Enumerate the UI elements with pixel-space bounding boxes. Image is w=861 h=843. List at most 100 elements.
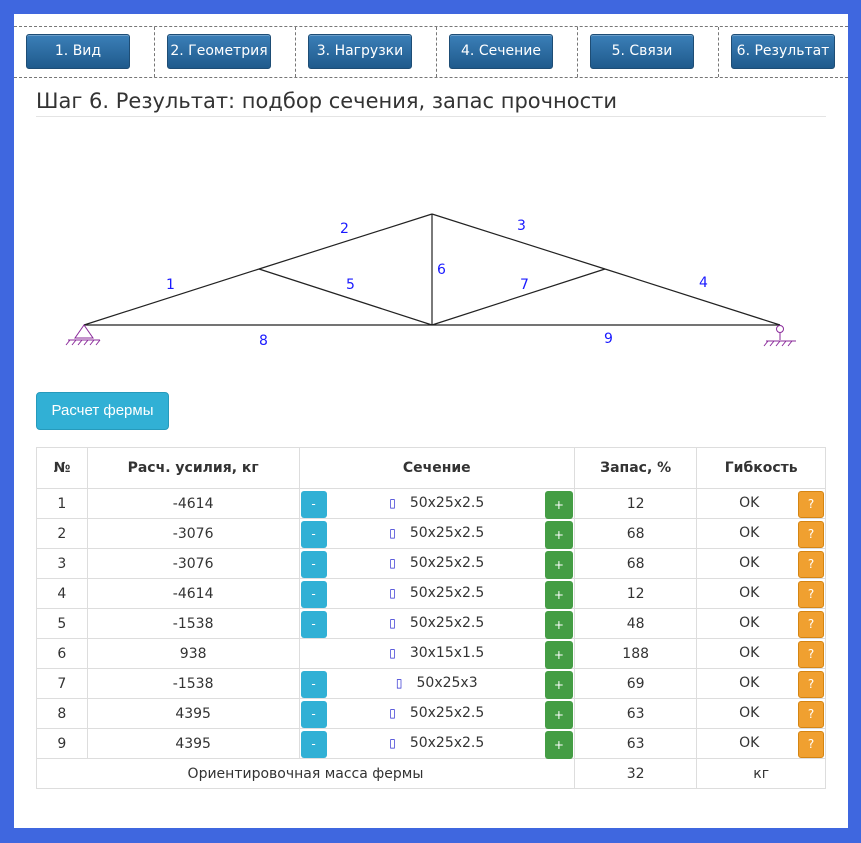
- increase-section-button[interactable]: +: [544, 521, 573, 549]
- tab-result[interactable]: 6. Результат: [731, 34, 835, 69]
- increase-section-button[interactable]: +: [544, 701, 573, 729]
- profile-icon: ▯: [395, 676, 403, 690]
- tab-view[interactable]: 1. Вид: [26, 34, 130, 69]
- truss-label-7: 7: [520, 277, 529, 293]
- section-cell: - ▯ 50x25x2.5 +: [300, 549, 574, 579]
- decrease-section-button[interactable]: -: [300, 521, 327, 548]
- row-force: -4614: [86, 488, 300, 519]
- table-row: 4 -4614- ▯ 50x25x2.5 +12 OK?: [36, 578, 826, 609]
- row-reserve: 68: [573, 518, 698, 549]
- calculate-truss-button[interactable]: Расчет фермы: [36, 392, 169, 430]
- row-section: 50x25x2.5: [409, 705, 485, 721]
- truss-member-7: [431, 268, 606, 326]
- row-force: 4395: [86, 728, 300, 759]
- row-reserve: 63: [573, 698, 698, 729]
- truss-member-3: [431, 213, 606, 270]
- mass-row: Ориентировочная масса фермы 32 кг: [36, 758, 826, 789]
- decrease-section-button[interactable]: -: [300, 551, 327, 578]
- help-button[interactable]: ?: [798, 701, 824, 728]
- row-flexibility: OK: [739, 705, 760, 721]
- truss-label-1: 1: [166, 277, 175, 293]
- table-row: 8 4395- ▯ 50x25x2.5 +63 OK?: [36, 698, 826, 729]
- row-section: 50x25x2.5: [409, 585, 485, 601]
- tab-section[interactable]: 4. Сечение: [449, 34, 553, 69]
- row-reserve: 63: [573, 728, 698, 759]
- results-table: № Расч. усилия, кг Сечение Запас, % Гибк…: [36, 447, 826, 789]
- header-flexibility: Гибкость: [696, 447, 826, 489]
- section-cell: - ▯ 50x25x3 +: [300, 669, 574, 699]
- truss-member-2: [258, 213, 433, 270]
- row-number: 8: [36, 698, 88, 729]
- row-reserve: 12: [573, 488, 698, 519]
- help-button[interactable]: ?: [798, 611, 824, 638]
- row-reserve: 69: [573, 668, 698, 699]
- truss-label-3: 3: [517, 218, 526, 234]
- increase-section-button[interactable]: +: [544, 731, 573, 759]
- row-flexibility: OK: [739, 735, 760, 751]
- table-row: 3 -3076- ▯ 50x25x2.5 +68 OK?: [36, 548, 826, 579]
- increase-section-button[interactable]: +: [544, 551, 573, 579]
- row-number: 5: [36, 608, 88, 639]
- tab-geometry[interactable]: 2. Геометрия: [167, 34, 271, 69]
- decrease-section-button[interactable]: -: [300, 671, 327, 698]
- help-button[interactable]: ?: [798, 581, 824, 608]
- row-number: 4: [36, 578, 88, 609]
- profile-icon: ▯: [389, 616, 396, 630]
- row-section: 30x15x1.5: [409, 645, 485, 661]
- profile-icon: ▯: [389, 496, 396, 510]
- profile-icon: ▯: [389, 586, 396, 600]
- truss-label-2: 2: [340, 221, 349, 237]
- truss-member-1: [83, 268, 260, 326]
- left-support-icon: [65, 324, 101, 346]
- header-section: Сечение: [298, 447, 575, 489]
- profile-icon: ▯: [389, 526, 396, 540]
- row-section: 50x25x2.5: [409, 615, 485, 631]
- mass-value: 32: [573, 758, 698, 789]
- row-flexibility: OK: [739, 585, 760, 601]
- row-force: -3076: [86, 548, 300, 579]
- row-number: 9: [36, 728, 88, 759]
- section-cell: - ▯ 50x25x2.5 +: [300, 519, 574, 549]
- row-number: 7: [36, 668, 88, 699]
- table-row: 6 938 ▯ 30x15x1.5 +188 OK?: [36, 638, 826, 669]
- decrease-section-button[interactable]: -: [300, 731, 327, 758]
- row-section: 50x25x2.5: [409, 735, 485, 751]
- tab-bracing[interactable]: 5. Связи: [590, 34, 694, 69]
- help-button[interactable]: ?: [798, 551, 824, 578]
- tab-loads[interactable]: 3. Нагрузки: [308, 34, 412, 69]
- main-panel: 1. Вид 2. Геометрия 3. Нагрузки 4. Сечен…: [14, 14, 848, 828]
- header-force: Расч. усилия, кг: [86, 447, 300, 489]
- help-button[interactable]: ?: [798, 671, 824, 698]
- decrease-section-button[interactable]: -: [300, 701, 327, 728]
- help-button[interactable]: ?: [798, 731, 824, 758]
- table-row: 9 4395- ▯ 50x25x2.5 +63 OK?: [36, 728, 826, 759]
- help-button[interactable]: ?: [798, 641, 824, 668]
- help-button[interactable]: ?: [798, 491, 824, 518]
- truss-label-4: 4: [699, 275, 708, 291]
- row-flexibility: OK: [739, 525, 760, 541]
- header-number: №: [36, 447, 88, 489]
- decrease-section-button[interactable]: -: [300, 611, 327, 638]
- row-flexibility: OK: [739, 645, 760, 661]
- row-force: -4614: [86, 578, 300, 609]
- decrease-section-button[interactable]: -: [300, 581, 327, 608]
- row-number: 2: [36, 518, 88, 549]
- row-section: 50x25x2.5: [409, 555, 485, 571]
- section-cell: - ▯ 50x25x2.5 +: [300, 729, 574, 759]
- truss-member-5: [258, 268, 433, 326]
- row-section: 50x25x2.5: [409, 525, 485, 541]
- table-row: 1 -4614- ▯ 50x25x2.5 +12 OK?: [36, 488, 826, 519]
- profile-icon: ▯: [389, 736, 396, 750]
- section-cell: - ▯ 50x25x2.5 +: [300, 489, 574, 519]
- help-button[interactable]: ?: [798, 521, 824, 548]
- increase-section-button[interactable]: +: [544, 491, 573, 519]
- decrease-section-button[interactable]: -: [300, 491, 327, 518]
- table-row: 2 -3076- ▯ 50x25x2.5 +68 OK?: [36, 518, 826, 549]
- increase-section-button[interactable]: +: [544, 581, 573, 609]
- increase-section-button[interactable]: +: [544, 641, 573, 669]
- section-cell: - ▯ 50x25x2.5 +: [300, 579, 574, 609]
- increase-section-button[interactable]: +: [544, 611, 573, 639]
- row-flexibility: OK: [739, 495, 760, 511]
- increase-section-button[interactable]: +: [544, 671, 573, 699]
- row-force: 938: [86, 638, 300, 669]
